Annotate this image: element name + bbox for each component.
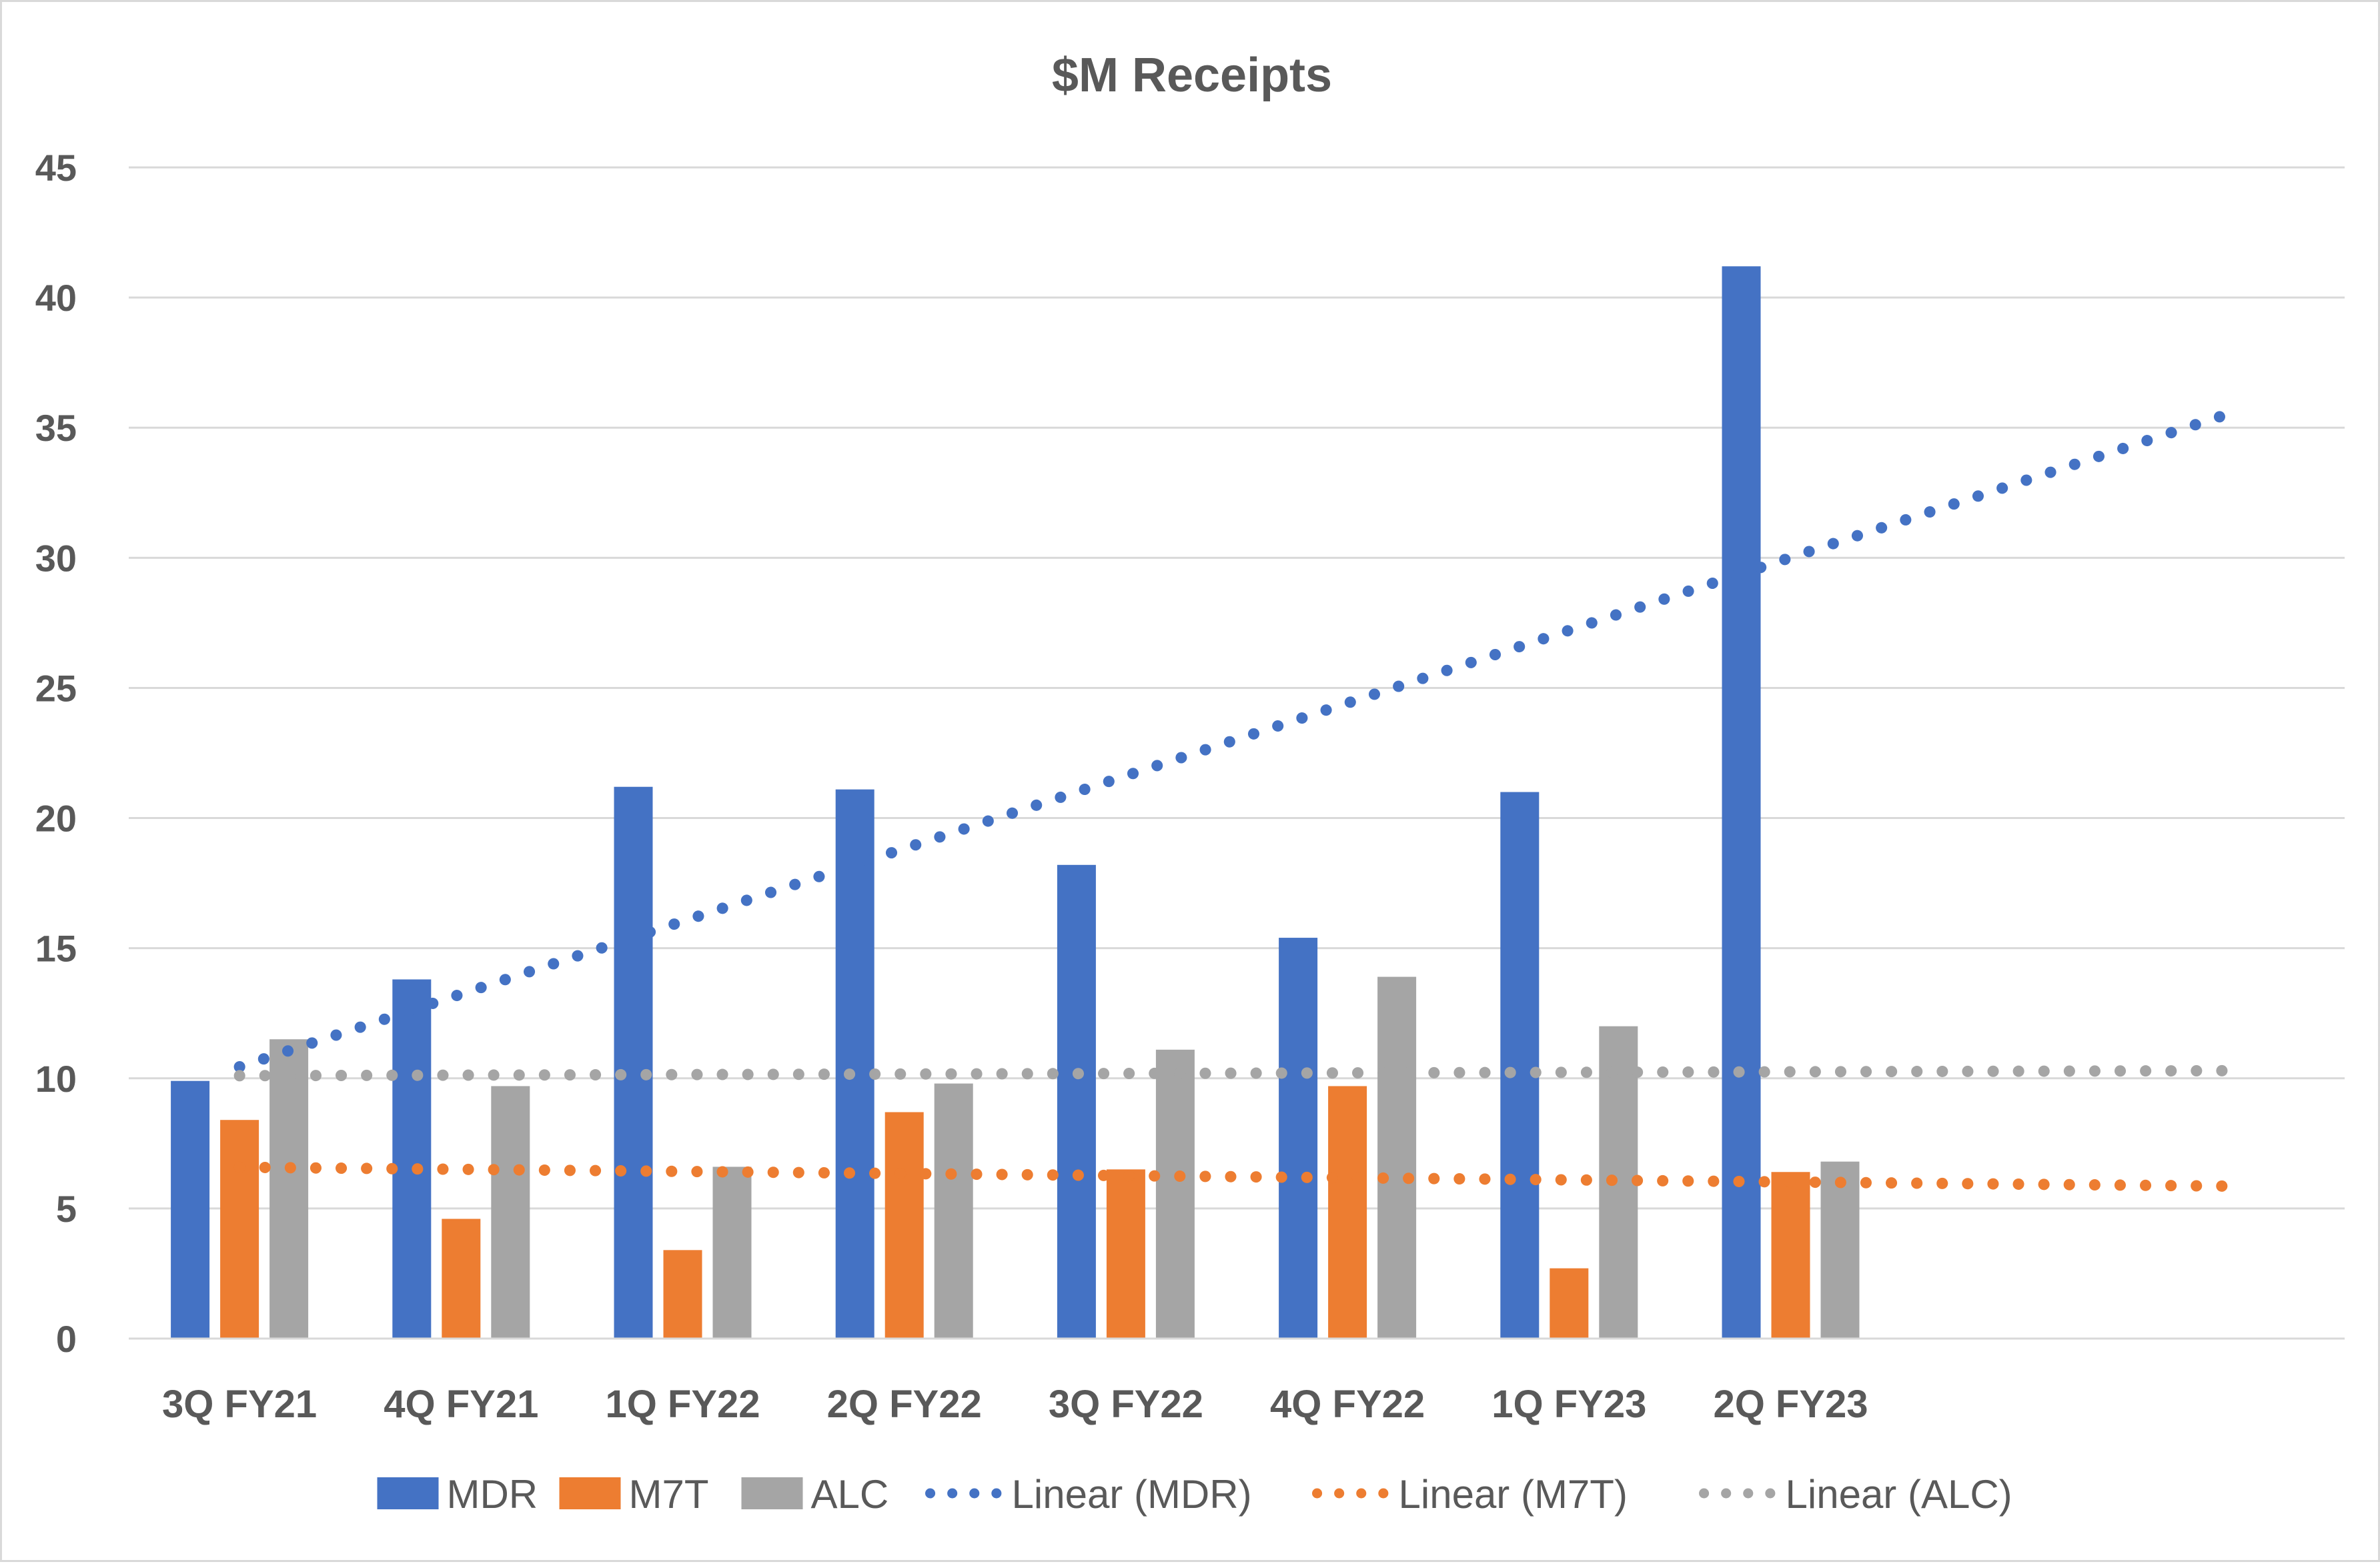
bar-alc	[712, 1166, 752, 1339]
trendlines	[233, 406, 2240, 1193]
y-tick-label: 15	[35, 928, 77, 970]
legend-item-linear-mdr: Linear (MDR)	[925, 1472, 1252, 1517]
legend-label: MDR	[447, 1472, 538, 1517]
bar-mdr	[1057, 864, 1096, 1339]
bar-mdr	[1500, 792, 1540, 1339]
y-tick-label: 10	[35, 1058, 77, 1100]
legend-swatch	[377, 1477, 439, 1509]
legend-item-mdr: MDR	[377, 1472, 538, 1517]
bar-alc	[1599, 1026, 1638, 1339]
x-tick-label: 3Q FY21	[162, 1383, 317, 1426]
legend-item-linear-m7t: Linear (M7T)	[1312, 1472, 1628, 1517]
legend-label: Linear (MDR)	[1012, 1472, 1252, 1517]
y-tick-label: 5	[56, 1188, 77, 1230]
x-tick-label: 2Q FY22	[827, 1383, 982, 1426]
bar-mdr	[171, 1080, 210, 1339]
x-tick-label: 1Q FY22	[605, 1383, 760, 1426]
x-tick-label: 4Q FY21	[384, 1383, 538, 1426]
y-tick-label: 25	[35, 667, 77, 709]
y-tick-label: 35	[35, 407, 77, 449]
y-tick-label: 20	[35, 798, 77, 840]
legend: MDR M7T ALC Linear (MDR) Linear (M7T) Linear …	[377, 1472, 2012, 1517]
legend-label: M7T	[629, 1472, 709, 1517]
legend-label: ALC	[811, 1472, 889, 1517]
x-tick-label: 2Q FY23	[1713, 1383, 1868, 1426]
bar-m7t	[1106, 1169, 1145, 1339]
bar-m7t	[663, 1250, 702, 1339]
bar-m7t	[442, 1219, 481, 1339]
legend-item-alc: ALC	[741, 1472, 889, 1517]
bar-alc	[1155, 1049, 1195, 1339]
y-tick-label: 40	[35, 277, 77, 319]
bar-alc	[491, 1086, 530, 1339]
bar-mdr	[392, 979, 432, 1339]
bar-mdr	[614, 786, 653, 1339]
y-tick-label: 30	[35, 537, 77, 579]
y-tick-label: 0	[56, 1318, 77, 1360]
legend-item-m7t: M7T	[559, 1472, 709, 1517]
trendline-m7t	[233, 1161, 2240, 1193]
bar-alc	[1820, 1161, 1860, 1339]
bar-m7t	[1771, 1172, 1810, 1339]
bar-mdr	[1279, 938, 1318, 1339]
bar-mdr	[835, 789, 874, 1339]
bar-m7t	[884, 1112, 924, 1339]
x-tick-label: 1Q FY23	[1492, 1383, 1646, 1426]
trendline-mdr	[233, 406, 2240, 1073]
bar-m7t	[220, 1120, 259, 1339]
legend-label: Linear (M7T)	[1399, 1472, 1628, 1517]
x-tick-label: 4Q FY22	[1270, 1383, 1425, 1426]
trendline-alc	[233, 1064, 2240, 1082]
x-axis: 3Q FY21 4Q FY21 1Q FY22 2Q FY22 3Q FY22 4Q FY…	[129, 1337, 2345, 1426]
bar-m7t	[1550, 1268, 1589, 1339]
y-axis: 0 5 10 15 20 25 30 35 40 45	[35, 147, 77, 1360]
chart-title: $M Receipts	[1052, 49, 1332, 102]
bars	[171, 266, 1860, 1339]
bar-mdr	[1722, 266, 1761, 1339]
legend-swatch	[741, 1477, 803, 1509]
legend-label: Linear (ALC)	[1786, 1472, 2012, 1517]
bar-alc	[269, 1039, 309, 1339]
legend-swatch	[559, 1477, 621, 1509]
y-tick-label: 45	[35, 147, 77, 189]
bar-alc	[934, 1083, 973, 1339]
gridlines	[129, 166, 2345, 1340]
legend-item-linear-alc: Linear (ALC)	[1699, 1472, 2012, 1517]
x-tick-label: 3Q FY22	[1049, 1383, 1203, 1426]
bar-m7t	[1328, 1086, 1367, 1339]
bar-alc	[1377, 976, 1417, 1339]
